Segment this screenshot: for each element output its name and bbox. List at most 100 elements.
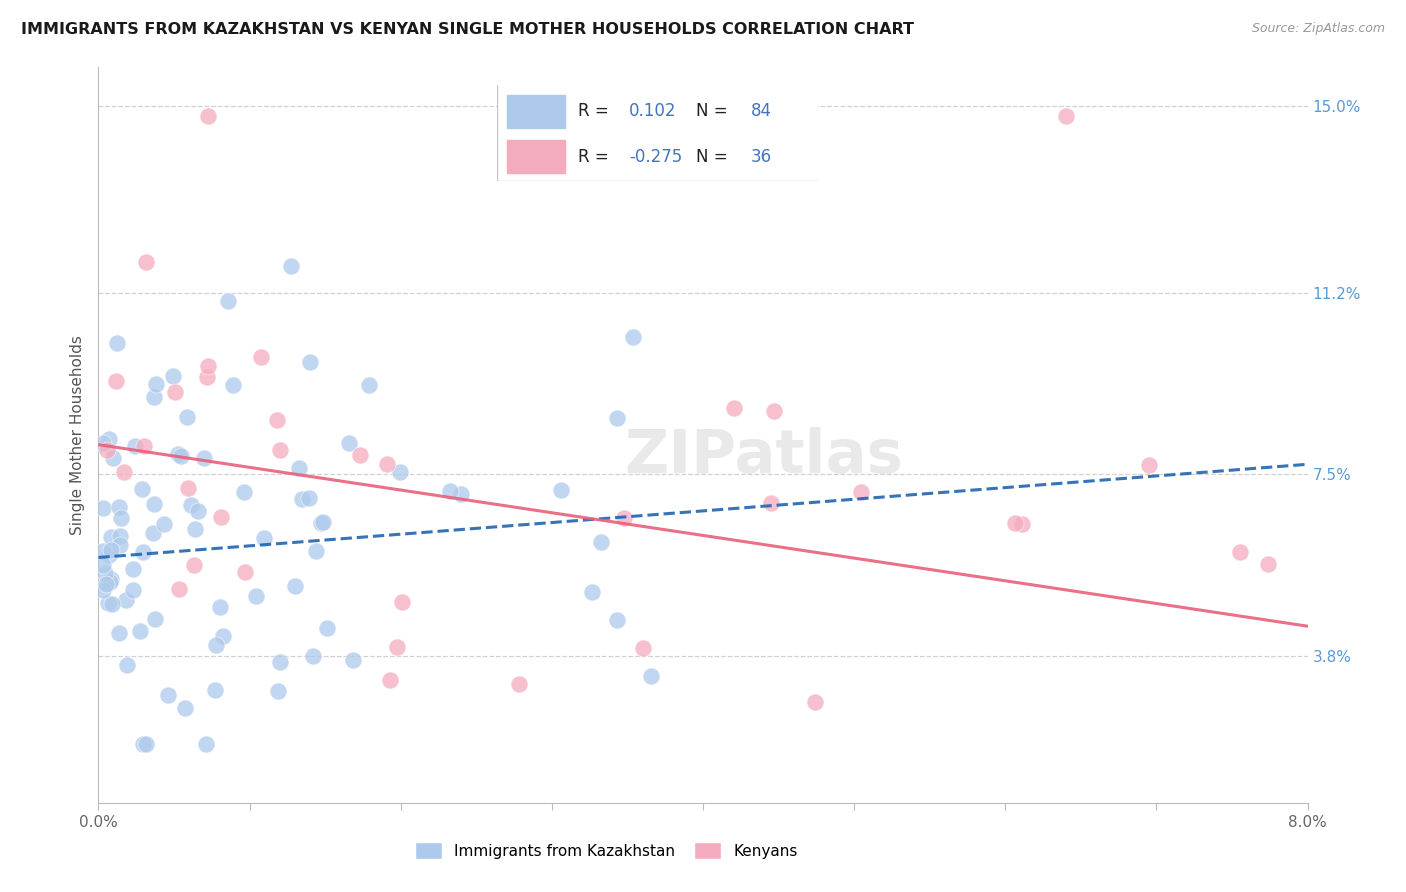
Point xyxy=(723,401,745,416)
Point xyxy=(162,368,184,383)
Point xyxy=(177,481,200,495)
Y-axis label: Single Mother Households: Single Mother Households xyxy=(69,334,84,535)
Point xyxy=(121,561,143,575)
Point xyxy=(803,695,825,709)
Point xyxy=(176,410,198,425)
Point xyxy=(135,737,157,751)
Point xyxy=(110,511,132,525)
Point xyxy=(204,682,226,697)
Point xyxy=(222,378,245,392)
Point xyxy=(280,259,302,273)
Point xyxy=(1257,557,1279,571)
Point xyxy=(163,384,186,399)
Point xyxy=(212,629,235,643)
Point xyxy=(349,448,371,462)
Point xyxy=(299,354,322,368)
Point xyxy=(143,497,166,511)
Point xyxy=(245,589,267,603)
Point xyxy=(104,374,127,388)
Point xyxy=(267,684,290,698)
Point xyxy=(100,572,122,586)
Point xyxy=(316,621,339,635)
Point xyxy=(851,485,873,500)
Point xyxy=(91,582,114,597)
Point xyxy=(97,548,120,562)
Point xyxy=(91,558,114,572)
Point xyxy=(508,676,530,690)
Point xyxy=(763,404,786,418)
Point xyxy=(100,530,122,544)
Point xyxy=(391,595,413,609)
Point xyxy=(108,500,131,515)
Point xyxy=(606,613,628,627)
Point xyxy=(197,359,219,374)
Point xyxy=(312,515,335,529)
Point xyxy=(145,376,167,391)
Point xyxy=(93,566,115,580)
Point xyxy=(124,439,146,453)
Point xyxy=(217,293,239,308)
Point xyxy=(197,109,219,123)
Point xyxy=(621,330,644,344)
Text: ZIPatlas: ZIPatlas xyxy=(624,427,903,486)
Point xyxy=(153,516,176,531)
Point xyxy=(195,737,218,751)
Point xyxy=(170,449,193,463)
Point xyxy=(439,484,461,499)
Point xyxy=(1054,109,1077,123)
Point xyxy=(1137,458,1160,473)
Point xyxy=(142,525,165,540)
Point xyxy=(640,669,662,683)
Point xyxy=(266,412,288,426)
Point xyxy=(208,600,231,615)
Point xyxy=(631,640,654,655)
Point xyxy=(115,657,138,672)
Point xyxy=(298,491,321,505)
Legend: Immigrants from Kazakhstan, Kenyans: Immigrants from Kazakhstan, Kenyans xyxy=(409,836,804,865)
Point xyxy=(108,626,131,640)
Point xyxy=(112,466,135,480)
Point xyxy=(132,545,155,559)
Point xyxy=(157,688,180,702)
Point xyxy=(581,585,603,599)
Point xyxy=(98,575,121,590)
Point xyxy=(110,529,132,543)
Point xyxy=(209,509,232,524)
Point xyxy=(232,485,254,500)
Point xyxy=(389,465,412,479)
Point xyxy=(183,558,205,572)
Point xyxy=(309,516,332,531)
Point xyxy=(142,390,165,404)
Point xyxy=(96,443,118,458)
Point xyxy=(550,483,572,498)
Point xyxy=(134,439,156,453)
Point xyxy=(180,498,202,512)
Text: Source: ZipAtlas.com: Source: ZipAtlas.com xyxy=(1251,22,1385,36)
Point xyxy=(385,640,408,654)
Point xyxy=(167,582,190,597)
Point xyxy=(131,482,153,496)
Point xyxy=(288,461,311,475)
Point xyxy=(1004,516,1026,530)
Point xyxy=(1011,516,1033,531)
Point xyxy=(174,701,197,715)
Point xyxy=(284,579,307,593)
Point xyxy=(305,543,328,558)
Point xyxy=(235,565,257,579)
Point xyxy=(105,335,128,350)
Point xyxy=(1229,545,1251,559)
Text: IMMIGRANTS FROM KAZAKHSTAN VS KENYAN SINGLE MOTHER HOUSEHOLDS CORRELATION CHART: IMMIGRANTS FROM KAZAKHSTAN VS KENYAN SIN… xyxy=(21,22,914,37)
Point xyxy=(97,432,120,446)
Point xyxy=(100,542,122,557)
Point xyxy=(606,410,628,425)
Point xyxy=(205,638,228,652)
Point xyxy=(91,435,114,450)
Point xyxy=(759,496,782,510)
Point xyxy=(249,350,271,364)
Point xyxy=(135,255,157,269)
Point xyxy=(193,450,215,465)
Point xyxy=(101,450,124,465)
Point xyxy=(269,442,291,457)
Point xyxy=(101,597,124,611)
Point xyxy=(269,655,291,669)
